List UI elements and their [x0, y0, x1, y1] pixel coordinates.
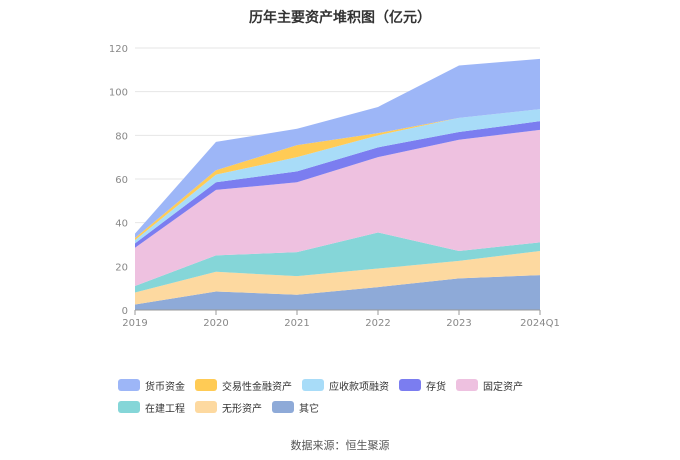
area-series-4 [135, 121, 540, 248]
area-series-5 [135, 109, 540, 244]
x-tick-label: 2023 [446, 318, 471, 329]
x-tick-label: 2024Q1 [520, 318, 560, 329]
axes: 0 20 40 60 80 100 120 2019 2020 2021 2022 2023 2024Q… [109, 44, 560, 329]
data-source-note: 数据来源：恒生聚源 [290, 439, 390, 452]
legend-label: 货币资金 [145, 381, 185, 393]
legend-swatch [195, 401, 217, 413]
y-tick-label: 0 [122, 306, 128, 317]
legend-swatch [302, 379, 324, 391]
legend-swatch [118, 379, 140, 391]
x-tick-label: 2019 [122, 318, 147, 329]
legend-label: 无形资产 [222, 403, 262, 415]
area-series-1 [135, 251, 540, 305]
legend-swatch [456, 379, 478, 391]
legend-label: 固定资产 [483, 381, 523, 393]
y-tick-label: 100 [109, 88, 128, 99]
y-tick-label: 80 [115, 131, 128, 142]
x-tick-label: 2022 [365, 318, 390, 329]
area-series-3 [135, 129, 540, 286]
legend-item[interactable]: 无形资产 [195, 400, 262, 415]
legend-swatch [118, 401, 140, 413]
area-series-7 [135, 58, 540, 238]
legend-item[interactable]: 固定资产 [456, 378, 523, 393]
chart-title: 历年主要资产堆积图（亿元） [249, 9, 431, 26]
y-tick-label: 20 [115, 262, 128, 273]
x-tick-label: 2020 [203, 318, 228, 329]
legend-swatch [399, 379, 421, 391]
legend-item[interactable]: 货币资金 [118, 378, 185, 393]
area-layer [135, 58, 540, 310]
legend-item[interactable]: 存货 [399, 378, 446, 393]
legend-item[interactable]: 交易性金融资产 [195, 378, 292, 393]
area-series-6 [135, 109, 540, 241]
legend: 货币资金 交易性金融资产 应收款项融资 存货 固定资产在建工程 无形资产 其它 [118, 378, 588, 422]
y-tick-label: 60 [115, 175, 128, 186]
legend-item[interactable]: 在建工程 [118, 400, 185, 415]
legend-label: 在建工程 [145, 403, 185, 415]
x-tick-label: 2021 [284, 318, 309, 329]
y-tick-label: 120 [109, 44, 128, 55]
legend-item[interactable]: 应收款项融资 [302, 378, 389, 393]
legend-item[interactable]: 其它 [272, 400, 319, 415]
area-series-0 [135, 275, 540, 310]
y-tick-label: 40 [115, 219, 128, 230]
legend-label: 存货 [426, 381, 446, 393]
legend-swatch [195, 379, 217, 391]
legend-label: 其它 [299, 403, 319, 415]
legend-label: 交易性金融资产 [222, 381, 292, 393]
area-series-2 [135, 232, 540, 293]
legend-swatch [272, 401, 294, 413]
legend-label: 应收款项融资 [329, 381, 389, 393]
